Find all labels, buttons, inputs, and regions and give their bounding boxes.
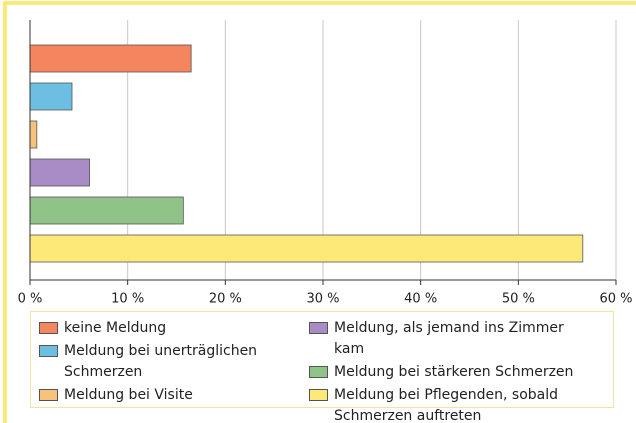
bar [29,120,38,149]
legend-label: Meldung bei Pflegenden, sobald Schmerzen… [334,387,559,423]
x-tick-label: 20 % [209,292,242,307]
frame-left [3,1,7,423]
legend-label: Meldung bei Visite [64,387,193,403]
legend: keine Meldung Meldung bei unerträglichen … [30,311,614,423]
legend-swatch [39,345,58,357]
x-tick-label: 60 % [599,292,632,307]
legend-label: keine Meldung [64,320,167,336]
legend-label: Meldung bei unerträglichen Schmerzen [64,343,258,380]
legend-swatch [39,389,58,401]
bar [29,196,184,225]
legend-label: Meldung, als jemand ins Zimmer kam [334,320,564,357]
legend-item: Meldung bei stärkeren Schmerzen [309,362,609,383]
legend-item: keine Meldung [39,318,309,339]
bar [29,82,73,111]
legend-column: keine Meldung Meldung bei unerträglichen … [39,318,309,407]
bar [29,44,192,73]
legend-swatch [309,389,328,401]
legend-swatch [309,322,328,334]
x-tick-label: 10 % [111,292,144,307]
legend-item: Meldung, als jemand ins Zimmer kam [309,318,609,360]
bar [29,234,584,263]
x-tick-label: 30 % [306,292,339,307]
legend-label: Meldung bei stärkeren Schmerzen [334,364,574,380]
frame-top [3,1,636,5]
bar [29,158,90,187]
x-tick-label: 40 % [404,292,437,307]
legend-swatch [309,366,328,378]
legend-column: Meldung, als jemand ins Zimmer kam Meldun… [309,318,609,423]
x-tick-label: 0 % [18,292,43,307]
legend-item: Meldung bei unerträglichen Schmerzen [39,341,309,383]
legend-item: Meldung bei Pflegenden, sobald Schmerzen… [309,385,609,423]
legend-item: Meldung bei Visite [39,385,309,406]
x-tick-label: 50 % [502,292,535,307]
legend-swatch [39,322,58,334]
